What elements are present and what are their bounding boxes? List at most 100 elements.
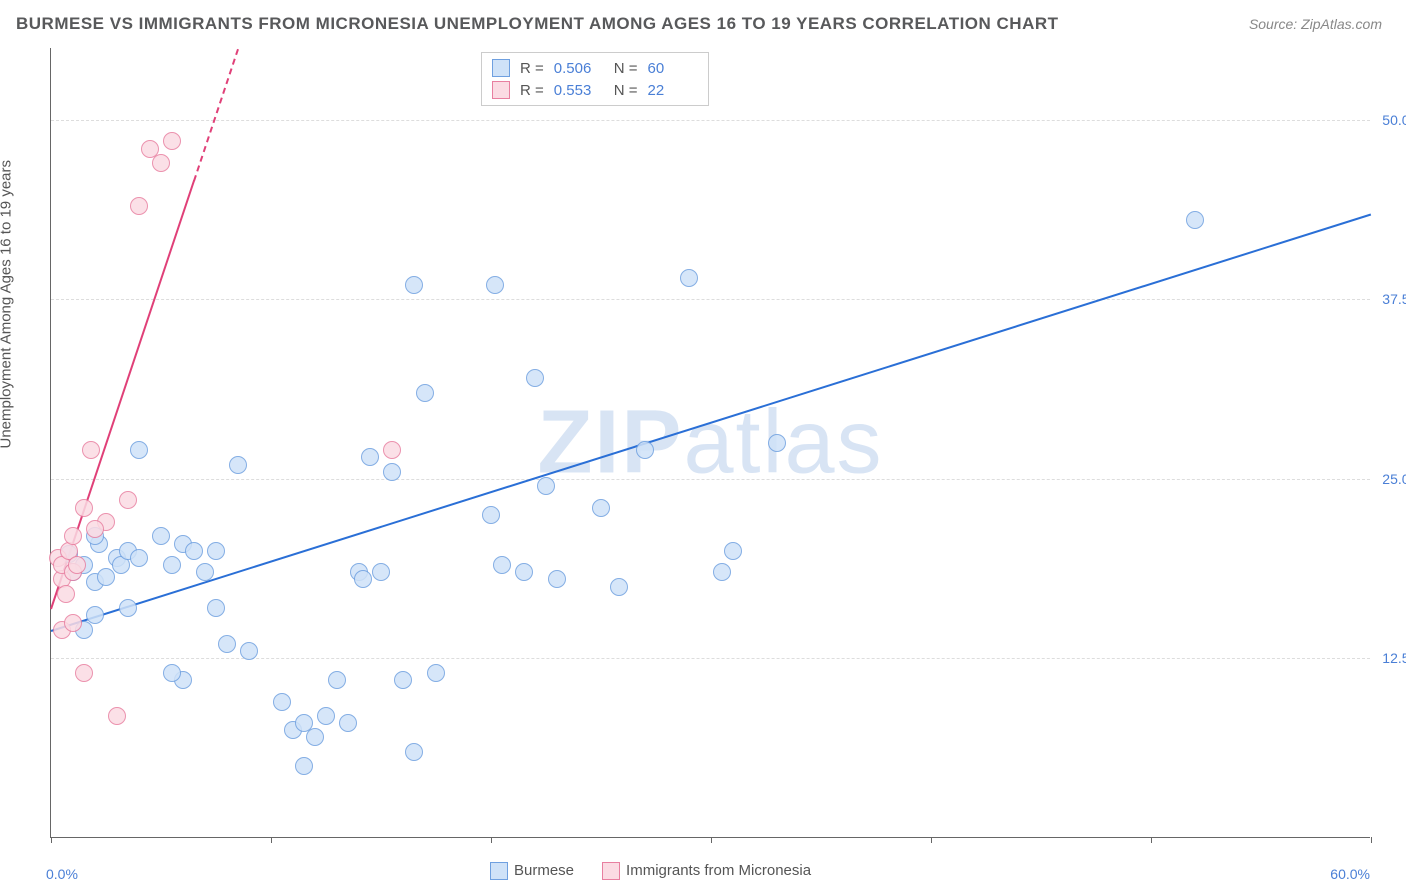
r-label: R = [520,82,544,99]
trendline [51,213,1372,631]
data-point [152,154,170,172]
n-label: N = [614,60,638,77]
chart-title: BURMESE VS IMMIGRANTS FROM MICRONESIA UN… [16,14,1059,34]
data-point [64,614,82,632]
data-point [482,506,500,524]
x-axis-min: 0.0% [46,866,78,882]
data-point [383,441,401,459]
y-tick-label: 37.5% [1382,291,1406,307]
x-axis-max: 60.0% [1330,866,1370,882]
data-point [372,563,390,581]
data-point [130,441,148,459]
data-point [240,642,258,660]
data-point [163,556,181,574]
legend-swatch-burmese [490,862,508,880]
data-point [108,707,126,725]
x-tick [271,837,272,843]
data-point [680,269,698,287]
data-point [427,664,445,682]
trendline-dashed [193,49,239,181]
data-point [130,197,148,215]
data-point [383,463,401,481]
data-point [724,542,742,560]
x-tick [1371,837,1372,843]
legend-stats-row: R = 0.506 N = 60 [492,57,698,79]
y-tick-label: 50.0% [1382,112,1406,128]
legend-label: Burmese [514,862,574,879]
data-point [405,743,423,761]
legend-swatch-burmese [492,59,510,77]
data-point [119,599,137,617]
data-point [768,434,786,452]
data-point [526,369,544,387]
y-tick-label: 12.5% [1382,650,1406,666]
data-point [405,276,423,294]
data-point [163,664,181,682]
data-point [185,542,203,560]
legend-item-burmese: Burmese [490,862,574,880]
data-point [354,570,372,588]
data-point [86,520,104,538]
data-point [317,707,335,725]
x-tick [931,837,932,843]
gridline [51,299,1370,300]
data-point [394,671,412,689]
data-point [339,714,357,732]
data-point [493,556,511,574]
data-point [207,542,225,560]
data-point [1186,211,1204,229]
data-point [64,527,82,545]
data-point [196,563,214,581]
data-point [361,448,379,466]
chart-container: BURMESE VS IMMIGRANTS FROM MICRONESIA UN… [0,0,1406,892]
n-label: N = [614,82,638,99]
x-tick [491,837,492,843]
data-point [548,570,566,588]
data-point [130,549,148,567]
legend-item-micronesia: Immigrants from Micronesia [602,862,811,880]
data-point [207,599,225,617]
legend-stats: R = 0.506 N = 60 R = 0.553 N = 22 [481,52,709,106]
r-value-2: 0.553 [554,82,604,99]
data-point [713,563,731,581]
data-point [636,441,654,459]
data-point [306,728,324,746]
data-point [97,568,115,586]
data-point [515,563,533,581]
x-tick [51,837,52,843]
data-point [537,477,555,495]
x-tick [711,837,712,843]
data-point [57,585,75,603]
data-point [295,757,313,775]
legend-label: Immigrants from Micronesia [626,862,811,879]
data-point [152,527,170,545]
data-point [163,132,181,150]
data-point [273,693,291,711]
legend-swatch-micronesia [602,862,620,880]
legend-series: Burmese Immigrants from Micronesia [490,862,811,880]
plot-area: ZIPatlas R = 0.506 N = 60 R = 0.553 N = … [50,48,1370,838]
data-point [75,664,93,682]
data-point [328,671,346,689]
legend-stats-row: R = 0.553 N = 22 [492,79,698,101]
data-point [68,556,86,574]
y-tick-label: 25.0% [1382,471,1406,487]
data-point [82,441,100,459]
data-point [119,491,137,509]
data-point [592,499,610,517]
source-attribution: Source: ZipAtlas.com [1249,16,1382,32]
n-value-1: 60 [648,60,698,77]
data-point [75,499,93,517]
x-tick [1151,837,1152,843]
data-point [416,384,434,402]
r-label: R = [520,60,544,77]
n-value-2: 22 [648,82,698,99]
watermark-bold: ZIP [537,392,683,492]
r-value-1: 0.506 [554,60,604,77]
data-point [610,578,628,596]
y-axis-label: Unemployment Among Ages 16 to 19 years [0,160,15,449]
gridline [51,120,1370,121]
gridline [51,479,1370,480]
legend-swatch-micronesia [492,81,510,99]
data-point [218,635,236,653]
